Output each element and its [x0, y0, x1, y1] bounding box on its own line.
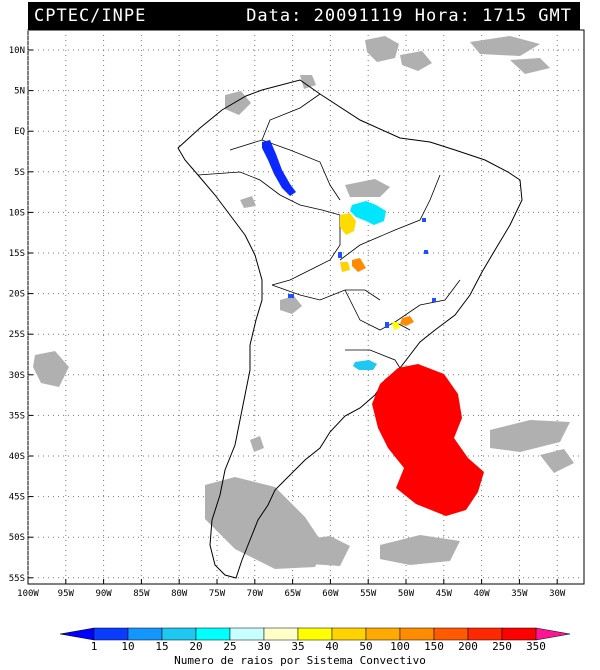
system-yellow-south: [392, 322, 400, 330]
cloud-cover: [33, 36, 574, 569]
lat-label: EQ: [14, 127, 25, 137]
legend-tick-label: 100: [390, 640, 410, 653]
legend-color-box: [433, 627, 469, 641]
legend-color-box: [501, 627, 537, 641]
system-amazon-blue: [262, 140, 296, 196]
lon-label: 90W: [95, 589, 112, 599]
system-blue-small-3: [424, 250, 428, 254]
lon-label: 75W: [209, 589, 226, 599]
lon-label: 50W: [398, 589, 415, 599]
lon-label: 85W: [133, 589, 150, 599]
legend-color-box: [127, 627, 163, 641]
system-blue-small-2: [422, 218, 426, 222]
lat-label: 35S: [9, 411, 25, 421]
system-yellow-central: [340, 262, 350, 272]
legend-tick-label: 25: [223, 640, 237, 653]
map-frame: [27, 29, 585, 585]
lat-label: 25S: [9, 330, 25, 340]
lon-label: 95W: [58, 589, 75, 599]
lat-label: 20S: [9, 290, 25, 300]
system-yellow-north: [340, 213, 356, 235]
legend-tick-label: 15: [155, 640, 169, 653]
legend-tick-labels: 1 10 15 20 25 30 35 40 50 100 150 200 250 350: [0, 640, 600, 654]
lat-label: 5N: [14, 87, 25, 97]
legend-color-box: [297, 627, 333, 641]
legend-tick-label: 10: [121, 640, 135, 653]
lon-label: 65W: [284, 589, 301, 599]
lat-label: 30S: [9, 371, 25, 381]
legend-tick-label: 50: [359, 640, 373, 653]
system-blue-small-5: [338, 252, 342, 258]
legend-color-box: [365, 627, 401, 641]
legend-color-box: [229, 627, 265, 641]
source-label: CPTEC/INPE: [34, 6, 147, 26]
lat-label: 55S: [9, 574, 25, 584]
lat-label: 5S: [14, 168, 25, 178]
system-red-large: [372, 364, 484, 516]
legend-color-box: [331, 627, 367, 641]
legend-arrow-low: [59, 627, 95, 641]
country-borders: [197, 93, 461, 369]
system-orange-central: [352, 258, 366, 272]
lon-label: 60W: [322, 589, 339, 599]
system-blue-south: [385, 322, 389, 328]
legend-color-box: [93, 627, 129, 641]
legend-tick-label: 250: [492, 640, 512, 653]
datetime-label: Data: 20091119 Hora: 1715 GMT: [246, 6, 572, 26]
legend-color-box: [399, 627, 435, 641]
coastline: [177, 79, 523, 579]
system-cyan-north: [350, 201, 386, 225]
system-blue-small-1: [288, 294, 294, 298]
legend-color-box: [161, 627, 197, 641]
lat-label: 45S: [9, 493, 25, 503]
legend-color-box: [467, 627, 503, 641]
lon-label: 40W: [473, 589, 490, 599]
lon-label: 30W: [549, 589, 566, 599]
legend-color-box: [263, 627, 299, 641]
legend-tick-label: 1: [90, 640, 98, 653]
legend-color-box: [195, 627, 231, 641]
map-header: CPTEC/INPE Data: 20091119 Hora: 1715 GMT: [28, 2, 580, 30]
legend-tick-label: 150: [424, 640, 444, 653]
lon-label: 35W: [511, 589, 528, 599]
lon-label: 70W: [247, 589, 264, 599]
legend-tick-label: 200: [458, 640, 478, 653]
legend-tick-label: 350: [526, 640, 546, 653]
convective-systems: [262, 140, 484, 516]
system-blue-small-4: [432, 298, 436, 302]
legend-caption: Numero de raios por Sistema Convectivo: [174, 654, 426, 667]
lat-label: 40S: [9, 452, 25, 462]
system-cyan-south: [353, 360, 377, 370]
longitude-labels: 100W 95W 90W 85W 80W 75W 70W 65W 60W 55W 50W 45W 40W…: [17, 589, 566, 599]
graticule: [27, 30, 584, 584]
lon-label: 80W: [171, 589, 188, 599]
legend-tick-label: 20: [189, 640, 203, 653]
legend-colorbar: [59, 627, 571, 641]
lat-label: 10N: [9, 46, 25, 56]
latitude-labels: 10N 5N EQ 5S 10S 15S 20S 25S 30S 35S 40S 45S 50S 55S: [9, 46, 25, 584]
legend-tick-label: 35: [291, 640, 305, 653]
lon-label: 100W: [17, 589, 39, 599]
legend-arrow-high: [535, 627, 571, 641]
lat-label: 50S: [9, 533, 25, 543]
legend-tick-label: 40: [325, 640, 339, 653]
lat-label: 10S: [9, 208, 25, 218]
lon-label: 45W: [436, 589, 453, 599]
legend-tick-label: 30: [257, 640, 271, 653]
system-orange-south: [400, 316, 414, 326]
lon-label: 55W: [360, 589, 377, 599]
lat-label: 15S: [9, 249, 25, 259]
